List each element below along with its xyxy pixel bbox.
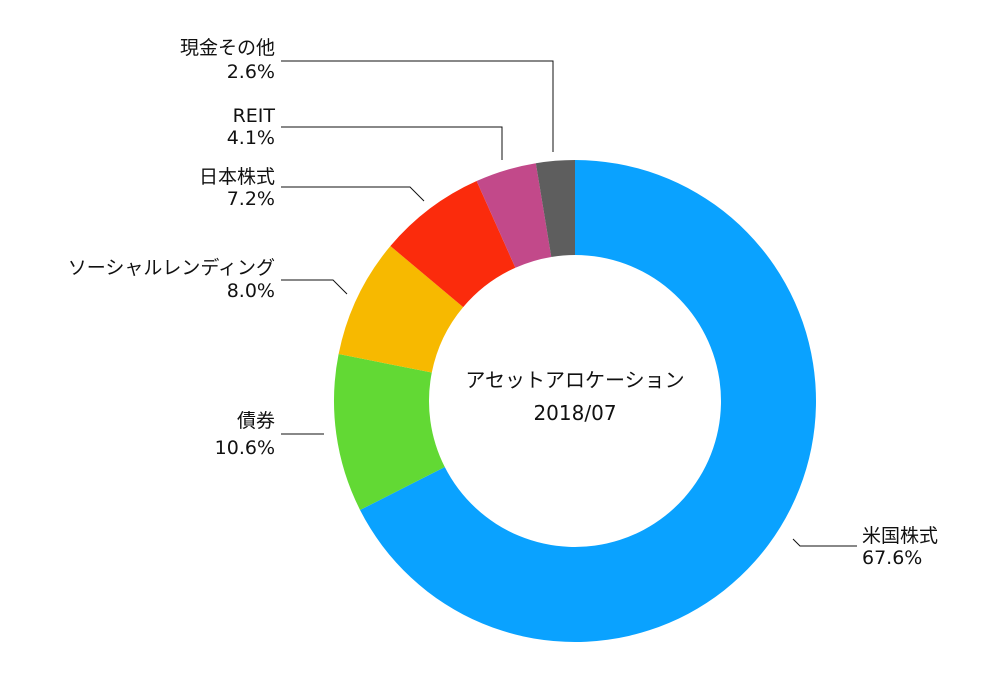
slice-1 [360, 160, 817, 642]
slice-value-6: 2.6% [227, 61, 275, 83]
slice-value-1: 67.6% [862, 547, 922, 569]
slice-3 [338, 246, 464, 373]
slice-value-5: 4.1% [227, 127, 275, 149]
slice-label-2: 債券 [237, 410, 275, 432]
slice-value-3: 8.0% [227, 280, 275, 302]
leader-lines [281, 60, 857, 547]
slice-2 [334, 354, 445, 510]
donut-slices [334, 160, 817, 642]
slice-label-6: 現金その他 [180, 37, 275, 59]
slice-label-1: 米国株式 [862, 525, 938, 547]
slice-label-4: 日本株式 [199, 166, 275, 188]
leader-line-4 [281, 186, 425, 202]
slice-label-3: ソーシャルレンディング [68, 257, 275, 279]
leader-line-3 [281, 279, 348, 295]
slice-5 [476, 163, 552, 268]
leader-line-5 [281, 126, 503, 160]
slice-6 [535, 160, 575, 257]
slice-value-2: 10.6% [215, 437, 275, 459]
slice-label-5: REIT [233, 105, 276, 127]
slice-4 [390, 180, 516, 308]
chart-title: アセットアロケーション [465, 368, 684, 392]
leader-line-6 [281, 60, 554, 152]
chart-subtitle: 2018/07 [533, 401, 616, 425]
leader-line-1 [792, 538, 857, 547]
slice-value-4: 7.2% [227, 188, 275, 210]
